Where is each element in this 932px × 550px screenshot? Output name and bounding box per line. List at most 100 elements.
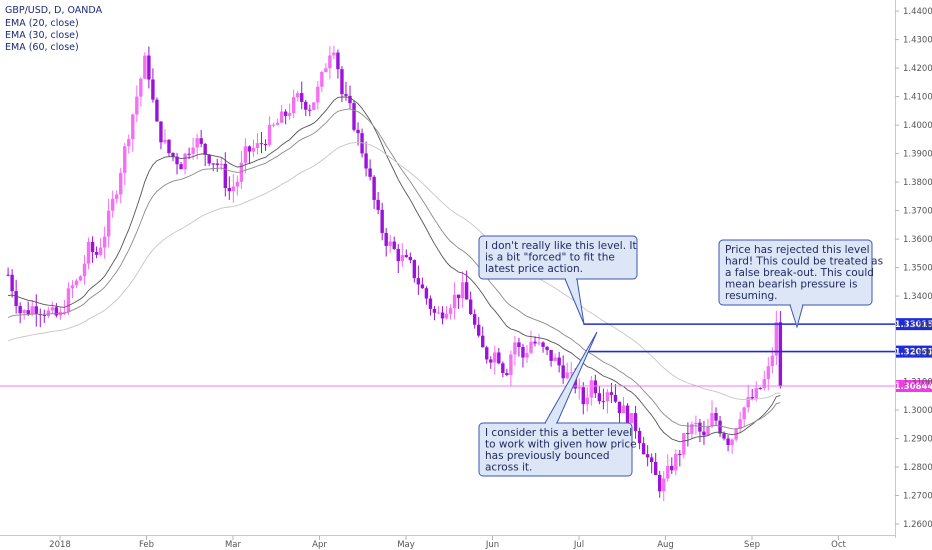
candle <box>304 99 308 116</box>
candle <box>275 118 280 126</box>
x-tick-label: Jun <box>485 540 499 550</box>
candle <box>750 388 754 401</box>
candle <box>167 139 171 157</box>
candle <box>82 254 87 285</box>
candle <box>211 163 215 172</box>
candle <box>404 249 409 259</box>
candle <box>18 302 22 324</box>
candle <box>207 153 211 166</box>
candle <box>14 279 18 314</box>
candle <box>758 387 762 390</box>
candle <box>762 370 766 391</box>
candle <box>690 421 694 439</box>
candle <box>489 356 493 369</box>
candle <box>754 381 758 402</box>
y-tick-label: 1.30000 <box>903 406 932 416</box>
candle <box>179 162 183 170</box>
candle <box>376 192 380 215</box>
candle <box>115 190 119 204</box>
candle <box>521 343 525 368</box>
candle <box>710 400 714 428</box>
candle <box>251 139 256 157</box>
candle <box>468 291 473 315</box>
candle <box>774 310 779 365</box>
y-tick-label: 1.33000 <box>903 321 932 331</box>
legend-ema-20[interactable]: EMA (20, close) <box>5 18 79 29</box>
y-tick-label: 1.31000 <box>903 378 932 388</box>
candle <box>283 109 288 125</box>
legend-ema-30[interactable]: EMA (30, close) <box>5 30 79 41</box>
candle <box>428 295 433 316</box>
candle <box>159 121 163 150</box>
candle <box>279 104 284 124</box>
candle <box>259 131 264 154</box>
annotation-line: to work with given how price <box>485 439 637 451</box>
candle <box>746 384 750 413</box>
candle <box>336 49 340 79</box>
candle <box>98 238 103 257</box>
candle <box>637 427 642 450</box>
candle <box>674 449 678 476</box>
candle <box>529 330 533 355</box>
candle <box>203 142 207 167</box>
x-tick-label: Feb <box>139 540 154 550</box>
x-tick-label: Apr <box>312 540 327 550</box>
candle <box>726 434 730 452</box>
candle <box>372 175 376 210</box>
candle <box>38 308 42 328</box>
candle <box>416 265 421 295</box>
candle <box>356 122 360 146</box>
last-price-label: 1.30844 <box>895 382 932 392</box>
candle <box>694 415 698 435</box>
annotation-line: hard! This could be treated as <box>725 256 883 268</box>
candle <box>74 278 79 289</box>
candle <box>766 357 771 391</box>
candle <box>30 300 34 317</box>
legend-ema-60[interactable]: EMA (60, close) <box>5 42 79 53</box>
candle <box>247 145 252 165</box>
candle <box>448 304 453 320</box>
ema-30-line <box>7 108 781 430</box>
candle <box>106 198 111 248</box>
candle <box>6 267 10 277</box>
candle <box>621 397 626 414</box>
candle <box>738 411 742 434</box>
candle <box>384 227 388 257</box>
candle <box>525 344 529 364</box>
candle <box>50 301 55 314</box>
candle <box>191 137 195 160</box>
candle <box>714 407 718 426</box>
candle <box>102 226 107 259</box>
candle <box>235 175 240 196</box>
price-scale[interactable]: 1.44000 1.43000 1.42000 1.41000 1.40000 1.390… <box>895 7 932 530</box>
candle <box>255 133 260 155</box>
y-tick-label: 1.37000 <box>903 207 932 217</box>
candle <box>147 46 151 89</box>
candle <box>312 102 316 111</box>
candle <box>658 470 662 498</box>
candle <box>86 237 91 270</box>
time-scale[interactable]: 2018 Feb Mar Apr May Jun Jul Aug Sep Oct <box>49 536 847 550</box>
candle <box>617 401 622 423</box>
candle <box>227 176 232 200</box>
candle <box>26 301 30 317</box>
legend-symbol-line[interactable]: GBP/USD, D, OANDA <box>5 5 103 16</box>
candle <box>380 202 384 241</box>
candle <box>585 387 590 412</box>
candle <box>364 141 368 177</box>
candle <box>505 368 509 377</box>
candle <box>456 294 461 309</box>
candle <box>10 269 14 298</box>
y-tick-label: 1.44000 <box>903 7 932 17</box>
level-price-tag <box>896 318 932 331</box>
ema-60-line <box>7 142 781 401</box>
candle <box>396 244 400 273</box>
y-tick-label: 1.38000 <box>903 178 932 188</box>
candle <box>589 375 594 406</box>
candle <box>54 303 59 318</box>
